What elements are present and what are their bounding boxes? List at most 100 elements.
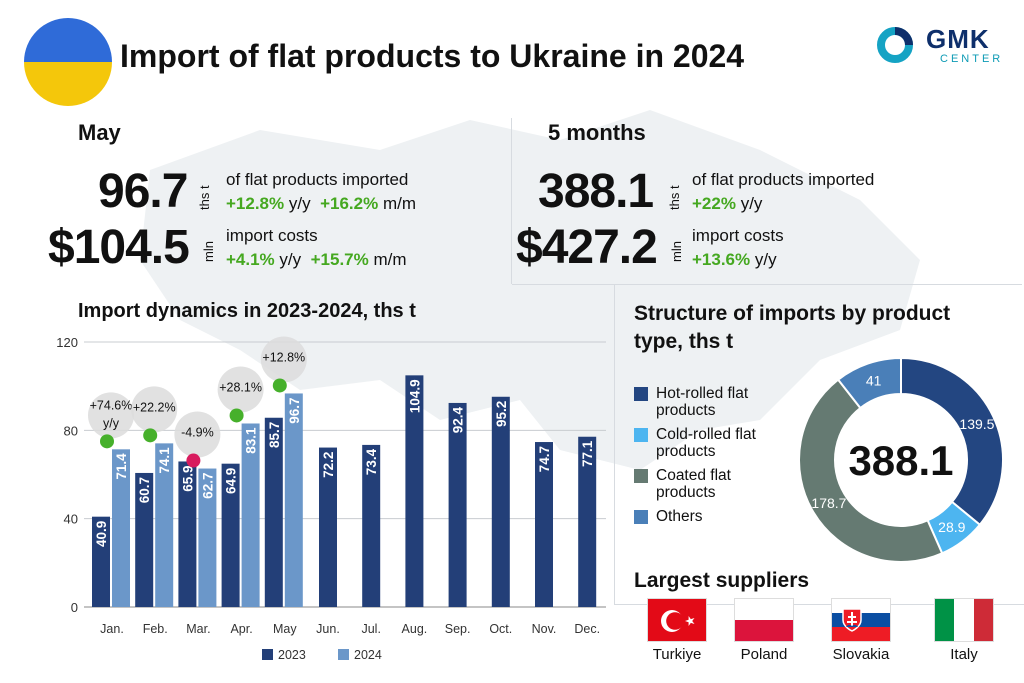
supplier-name-italy: Italy [950, 646, 978, 663]
legend-label-2023: 2023 [278, 648, 306, 662]
may-volume-yy-suffix: y/y [288, 194, 311, 213]
change-label: -4.9% [181, 426, 214, 440]
change-bubble [260, 336, 307, 383]
flag-yellow-stripe [24, 62, 112, 106]
legend-label-others: Others [656, 508, 703, 525]
five-months-volume-label: of flat products imported [692, 170, 875, 189]
five-months-volume: 388.1 [538, 165, 654, 218]
page-title: Import of flat products to Ukraine in 20… [120, 38, 745, 74]
may-cost: $104.5 [48, 221, 190, 274]
five-months-cost-changes: +13.6% y/y [692, 250, 777, 270]
may-volume-unit: ths t [197, 185, 212, 210]
may-cost-mm-suffix: m/m [373, 250, 407, 269]
supplier-poland: Poland [719, 598, 809, 663]
y-tick-label: 120 [56, 335, 78, 350]
bar-label-2024-Apr.: 83.1 [244, 427, 259, 454]
bar-label-2024-Mar.: 62.7 [200, 473, 215, 499]
change-label-suffix: y/y [103, 416, 120, 430]
legend-swatch-2024 [338, 649, 349, 660]
kpi-bottom-divider [512, 284, 1022, 285]
supplier-name-poland: Poland [740, 646, 788, 663]
x-tick-label: Sep. [445, 622, 471, 636]
may-volume-yy: +12.8% [226, 194, 285, 213]
may-title: May [78, 120, 121, 145]
bar-2024-May [284, 393, 303, 607]
flag-blue-stripe [24, 18, 112, 62]
ukraine-flag-icon [24, 18, 112, 106]
x-tick-label: Jul. [361, 622, 380, 636]
chart-divider [614, 285, 615, 605]
bar-label-2023-Feb.: 60.7 [137, 477, 152, 503]
donut-value-label: 28.9 [938, 519, 965, 535]
change-label: +22.2% [133, 400, 176, 414]
five-months-cost: $427.2 [516, 221, 658, 274]
y-tick-label: 40 [64, 512, 78, 527]
change-bubble [217, 366, 264, 413]
bar-label-2023-Jun.: 72.2 [321, 452, 336, 478]
change-up-dot [229, 408, 244, 423]
legend-swatch-cold-rolled [634, 428, 648, 442]
five-months-cost-label: import costs [692, 226, 784, 245]
bar-2023-Dec. [578, 436, 597, 607]
five-months-volume-unit: ths t [667, 185, 682, 210]
y-tick-label: 80 [64, 423, 78, 438]
donut-slice-3 [836, 356, 902, 410]
five-months-cost-yy: +13.6% [692, 250, 751, 269]
bar-2023-May [264, 417, 283, 607]
five-months-cost-unit: mln [669, 241, 684, 262]
bar-2024-Jan. [112, 449, 130, 607]
x-tick-label: Oct. [489, 622, 512, 636]
legend-item-coated: Coated flat products [634, 467, 794, 501]
x-tick-label: Jun. [316, 622, 340, 636]
x-tick-label: Nov. [532, 622, 557, 636]
change-up-dot [100, 434, 114, 449]
bar-label-2023-Apr.: 64.9 [224, 468, 239, 494]
may-volume-mm: +16.2% [320, 194, 379, 213]
change-up-dot [272, 378, 287, 393]
bar-label-2023-Aug.: 104.9 [407, 379, 422, 413]
structure-donut-chart: 139.5 28.9 178.7 41 388.1 [798, 356, 1004, 563]
legend-item-others: Others [634, 508, 794, 525]
logo-sub-text: CENTER [940, 53, 1004, 65]
legend-label-2024: 2024 [354, 648, 382, 662]
logo-ring-icon [877, 27, 913, 63]
may-volume-label: of flat products imported [226, 170, 409, 189]
bar-2023-Oct. [491, 396, 510, 607]
five-months-volume-yy: +22% [692, 194, 736, 213]
supplier-name-turkiye: Turkiye [652, 646, 702, 663]
bar-label-2024-Feb.: 74.1 [157, 447, 172, 474]
legend-swatch-hot-rolled [634, 387, 648, 401]
structure-legend: Hot-rolled flat products Cold-rolled fla… [634, 385, 794, 532]
bar-label-2023-Mar.: 65.9 [180, 465, 195, 491]
legend-item-hot-rolled: Hot-rolled flat products [634, 385, 794, 419]
suppliers-divider [614, 604, 1024, 605]
change-down-dot [186, 453, 201, 468]
legend-item-cold-rolled: Cold-rolled flat products [634, 426, 794, 460]
change-label: +28.1% [219, 380, 262, 394]
import-dynamics-chart: 0 40 80 120 40.9 71.4 Jan. 60.7 74.1 Feb. 65.9 62.7… [56, 335, 606, 662]
bar-2023-Mar. [178, 461, 197, 607]
gmk-center-logo[interactable]: GMK CENTER [876, 24, 1006, 68]
bar-label-2023-May: 85.7 [267, 422, 282, 448]
bar-label-2023-Jul.: 73.4 [364, 448, 379, 475]
x-tick-label: Dec. [574, 622, 600, 636]
bar-2023-Jun. [319, 447, 337, 607]
bar-2023-Jan. [92, 516, 110, 607]
bar-label-2023-Nov.: 74.7 [537, 446, 552, 472]
x-tick-label: Feb. [143, 622, 168, 636]
bar-label-2024-Jan.: 71.4 [114, 453, 129, 480]
change-bubble [88, 392, 134, 439]
may-cost-yy-suffix: y/y [279, 250, 302, 269]
five-months-volume-changes: +22% y/y [692, 194, 762, 214]
legend-swatch-2023 [262, 649, 273, 660]
five-months-cost-yy-suffix: y/y [754, 250, 777, 269]
structure-title: Structure of imports by product type, th… [634, 302, 951, 353]
donut-value-label: 178.7 [811, 495, 846, 511]
bar-2023-Jul. [362, 444, 381, 607]
may-cost-label: import costs [226, 226, 318, 245]
kpi-divider [511, 118, 512, 284]
donut-center-total: 388.1 [848, 437, 953, 484]
may-cost-mm: +15.7% [310, 250, 369, 269]
change-label: +12.8% [262, 350, 305, 364]
bar-label-2023-Sep.: 92.4 [451, 406, 466, 433]
